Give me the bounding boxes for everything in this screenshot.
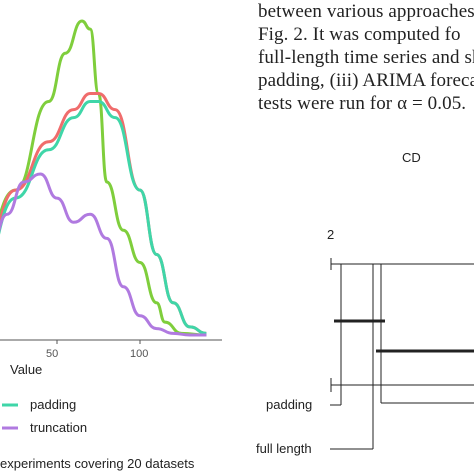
density-curves [0, 19, 207, 337]
paragraph-line-3: full-length time series and sh [258, 47, 474, 68]
paragraph-line-2: Fig. 2. It was computed fo [258, 24, 461, 45]
cd-diagram [330, 258, 474, 450]
paragraph-line-4: padding, (iii) ARIMA foreca [258, 70, 474, 91]
paragraph-line-5: tests were run for α = 0.05. [258, 93, 467, 114]
method-label-padding: padding [266, 397, 313, 412]
cd-label: CD [402, 150, 421, 165]
density-series-3 [0, 100, 207, 335]
paragraph-line-1: between various approaches [258, 1, 474, 22]
plot-panel [0, 0, 230, 345]
legend-label-padding: padding [30, 397, 77, 412]
x-tick-label-50: 50 [46, 348, 59, 360]
method-label-full-length: full length [256, 441, 312, 456]
x-tick-label-100: 100 [130, 348, 149, 360]
density-series-4 [0, 172, 207, 337]
figure-caption-fragment: experiments covering 20 datasets [0, 456, 195, 471]
legend-label-truncation: truncation [30, 420, 88, 435]
rank-label-2: 2 [327, 227, 335, 242]
x-axis-label: Value [10, 362, 43, 377]
